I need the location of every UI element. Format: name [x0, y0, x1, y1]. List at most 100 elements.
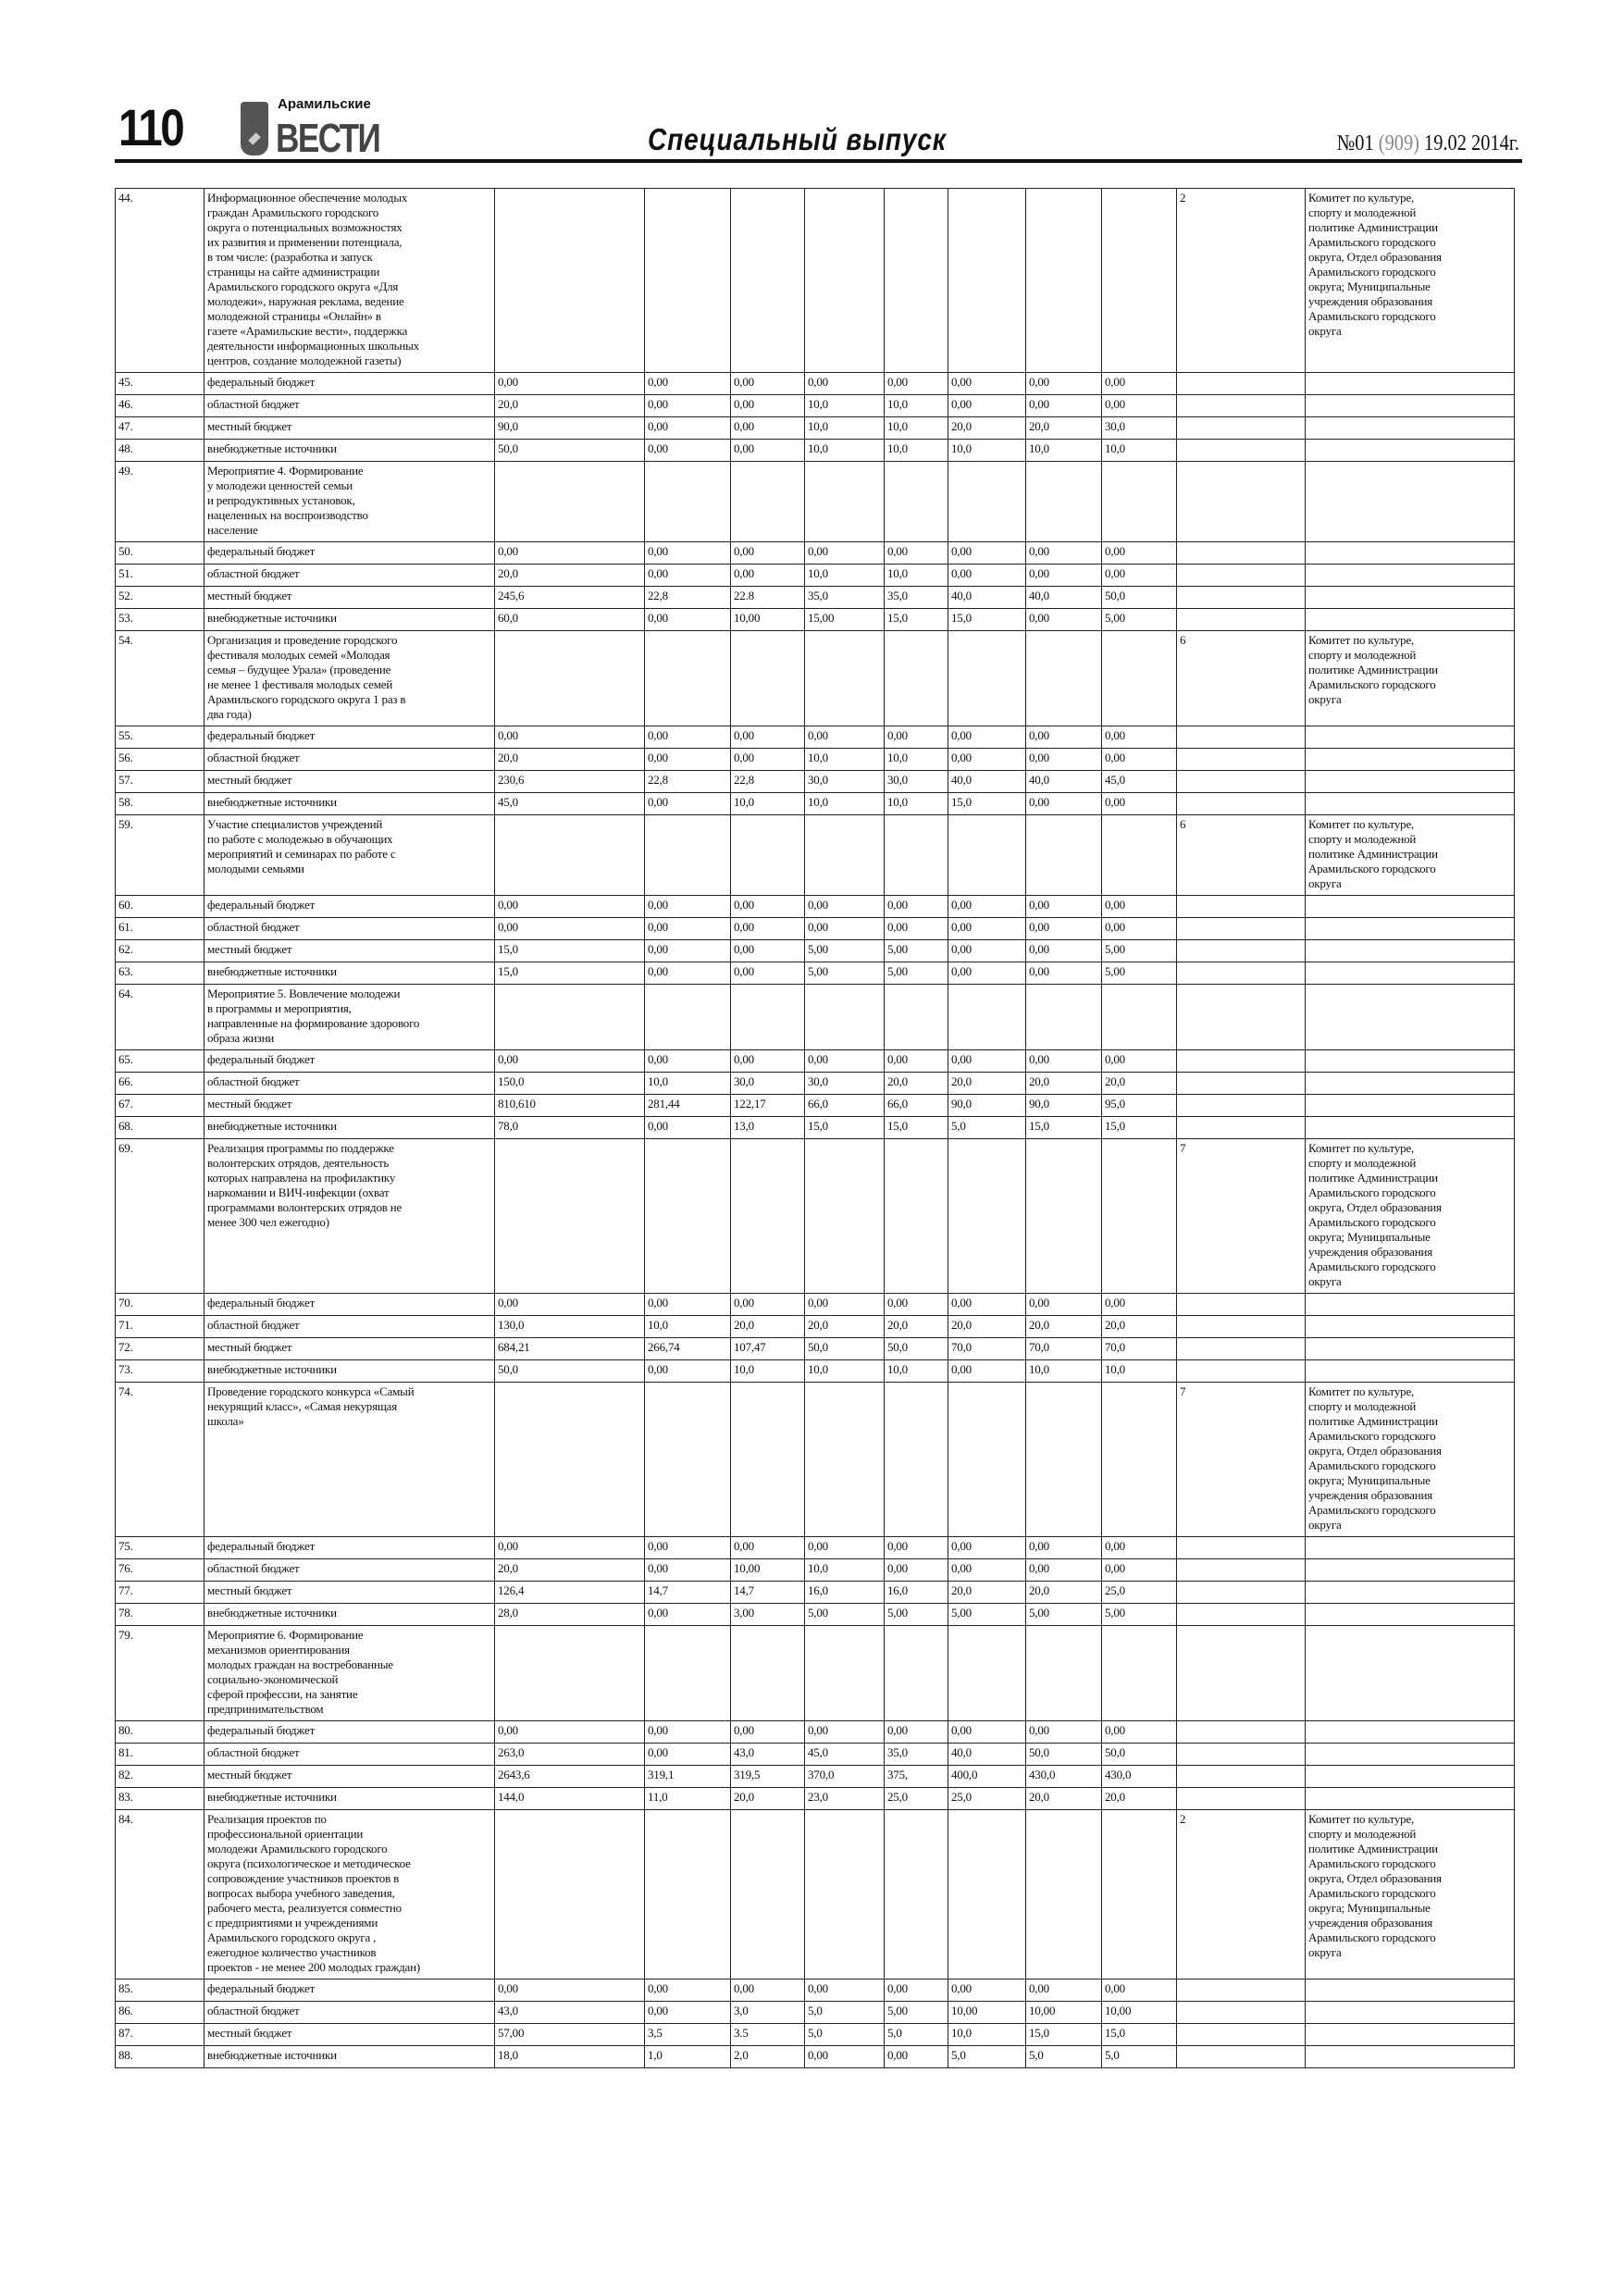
value-cell: 5,00: [884, 939, 948, 962]
value-cell: 20,0: [730, 1315, 805, 1338]
target-value: [1176, 770, 1306, 793]
value-cell: 5,00: [884, 962, 948, 985]
value-cell: 281,44: [644, 1094, 731, 1117]
value-cell: 35,0: [804, 586, 885, 609]
responsible-party: Комитет по культуре, спорту и молодежной…: [1305, 188, 1515, 373]
value-cell: 20,0: [730, 1787, 805, 1810]
row-description: Реализация проектов по профессиональной …: [204, 1809, 495, 1980]
value-cell: 22,8: [730, 770, 805, 793]
row-number: 58.: [115, 792, 204, 815]
responsible-party: [1305, 770, 1515, 793]
row-description: местный бюджет: [204, 1765, 495, 1788]
value-cell: 20,0: [1025, 1581, 1102, 1604]
value-cell: 20,0: [494, 394, 645, 417]
value-cell: 5,0: [1025, 2045, 1102, 2068]
target-value: [1176, 939, 1306, 962]
target-value: [1176, 1787, 1306, 1810]
value-cell: 0,00: [948, 939, 1026, 962]
value-cell: 0,00: [644, 564, 731, 587]
value-cell: [494, 1138, 645, 1294]
value-cell: [730, 1625, 805, 1721]
table-row: 44. Информационное обеспечение молодых гр…: [115, 188, 1515, 373]
value-cell: [494, 984, 645, 1050]
value-cell: 50,0: [494, 1359, 645, 1383]
value-cell: 0,00: [884, 1558, 948, 1582]
value-cell: 10,0: [884, 416, 948, 440]
value-cell: [494, 1625, 645, 1721]
value-cell: 5,00: [804, 962, 885, 985]
value-cell: 10,0: [804, 416, 885, 440]
value-cell: 22.8: [730, 586, 805, 609]
target-value: 7: [1176, 1138, 1306, 1294]
value-cell: 20,0: [884, 1072, 948, 1095]
value-cell: 0,00: [644, 394, 731, 417]
table-row: 69. Реализация программы по поддержке вол…: [115, 1138, 1515, 1294]
value-cell: [804, 461, 885, 542]
value-cell: 10,0: [1101, 439, 1177, 462]
row-description: местный бюджет: [204, 1337, 495, 1360]
value-cell: [1101, 630, 1177, 726]
responsible-party: [1305, 1094, 1515, 1117]
row-description: федеральный бюджет: [204, 1536, 495, 1559]
value-cell: 130,0: [494, 1315, 645, 1338]
value-cell: 10,0: [804, 564, 885, 587]
value-cell: 245,6: [494, 586, 645, 609]
row-description: федеральный бюджет: [204, 1720, 495, 1744]
value-cell: 23,0: [804, 1787, 885, 1810]
value-cell: [644, 984, 731, 1050]
value-cell: 0,00: [1101, 726, 1177, 749]
value-cell: 0,00: [644, 439, 731, 462]
row-number: 82.: [115, 1765, 204, 1788]
row-number: 64.: [115, 984, 204, 1050]
value-cell: 0,00: [644, 1979, 731, 2002]
row-number: 50.: [115, 541, 204, 565]
value-cell: 0,00: [494, 1720, 645, 1744]
responsible-party: [1305, 1558, 1515, 1582]
value-cell: 10,0: [644, 1315, 731, 1338]
table-row: 53. внебюджетные источники 60,0 0,00 10,00 15…: [115, 608, 1515, 631]
value-cell: 20,0: [494, 1558, 645, 1582]
value-cell: [884, 188, 948, 373]
budget-table: 44. Информационное обеспечение молодых гр…: [115, 188, 1515, 2068]
value-cell: 0,00: [1025, 564, 1102, 587]
table-row: 55. федеральный бюджет 0,00 0,00 0,00 0,00 0,0…: [115, 726, 1515, 749]
value-cell: [644, 1382, 731, 1537]
value-cell: 0,00: [730, 394, 805, 417]
logo-big-text: ВЕСТИ: [276, 116, 381, 161]
responsible-party: [1305, 1603, 1515, 1626]
value-cell: [1025, 630, 1102, 726]
target-value: [1176, 461, 1306, 542]
row-number: 69.: [115, 1138, 204, 1294]
value-cell: 15,00: [804, 608, 885, 631]
value-cell: 10,0: [884, 792, 948, 815]
value-cell: 5,0: [804, 2001, 885, 2024]
issue-date: 19.02 2014г.: [1419, 131, 1519, 155]
target-value: [1176, 748, 1306, 771]
value-cell: 0,00: [1025, 1558, 1102, 1582]
value-cell: [804, 984, 885, 1050]
value-cell: [730, 1382, 805, 1537]
value-cell: 10,0: [884, 394, 948, 417]
value-cell: [804, 1382, 885, 1537]
table-row: 73. внебюджетные источники 50,0 0,00 10,0 10,…: [115, 1359, 1515, 1383]
value-cell: [1101, 1382, 1177, 1537]
value-cell: 20,0: [1025, 1072, 1102, 1095]
value-cell: 66,0: [884, 1094, 948, 1117]
value-cell: 0,00: [730, 939, 805, 962]
value-cell: 0,00: [644, 1536, 731, 1559]
value-cell: 0,00: [644, 608, 731, 631]
value-cell: 50,0: [1101, 1743, 1177, 1766]
value-cell: 10,00: [948, 2001, 1026, 2024]
value-cell: 0,00: [494, 917, 645, 940]
table-row: 48. внебюджетные источники 50,0 0,00 0,00 10,…: [115, 439, 1515, 462]
value-cell: 0,00: [804, 917, 885, 940]
value-cell: 0,00: [1025, 394, 1102, 417]
value-cell: 0,00: [730, 962, 805, 985]
value-cell: 30,0: [730, 1072, 805, 1095]
row-description: федеральный бюджет: [204, 1049, 495, 1073]
value-cell: 10,0: [730, 792, 805, 815]
row-description: внебюджетные источники: [204, 608, 495, 631]
coat-of-arms-icon: [241, 102, 268, 155]
target-value: [1176, 984, 1306, 1050]
table-row: 58. внебюджетные источники 45,0 0,00 10,0 10,…: [115, 792, 1515, 815]
